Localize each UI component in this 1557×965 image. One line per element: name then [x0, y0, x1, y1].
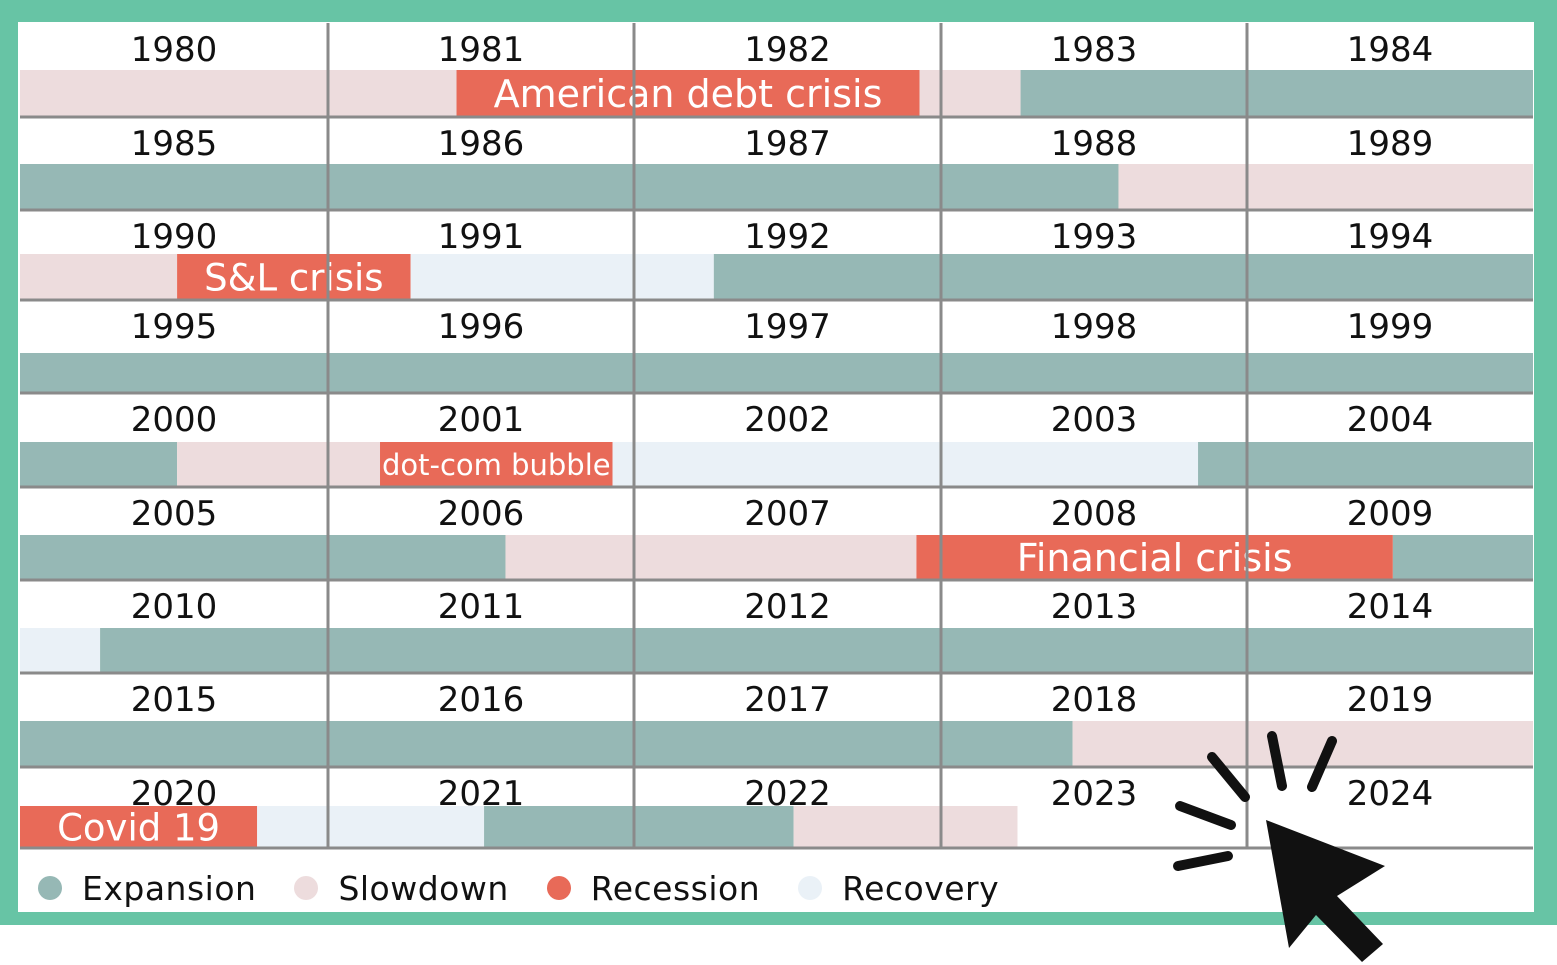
legend-label-recession: Recession	[590, 868, 761, 908]
year-label: 1999	[1347, 307, 1434, 347]
year-label: 2020	[131, 774, 218, 814]
year-label: 2006	[438, 494, 525, 534]
segment-expansion	[20, 442, 178, 487]
year-label: 2003	[1051, 400, 1138, 440]
legend-swatch-recession	[546, 876, 571, 900]
crisis-label: Covid 19	[57, 806, 220, 849]
segment-slowdown	[505, 535, 917, 580]
segment-expansion	[20, 721, 1073, 767]
segment-recession	[380, 442, 613, 487]
segment-slowdown	[1118, 164, 1533, 210]
crisis-label: S&L crisis	[204, 256, 383, 299]
legend-item-slowdown: Slowdown	[294, 869, 508, 908]
segment-expansion	[100, 628, 1534, 673]
segment-recession	[177, 254, 411, 300]
segment-recovery	[20, 628, 101, 673]
year-label: 1984	[1347, 30, 1434, 70]
legend-label-recovery: Recovery	[842, 868, 1000, 908]
crisis-label: dot-com bubble	[382, 448, 611, 482]
segment-slowdown	[1072, 721, 1533, 767]
year-label: 2019	[1347, 680, 1434, 720]
segment-slowdown	[919, 70, 1021, 117]
year-label: 1992	[744, 217, 831, 257]
year-label: 2024	[1347, 774, 1434, 814]
year-label: 1990	[131, 217, 218, 257]
segment-recovery	[410, 254, 714, 300]
year-label: 1980	[131, 30, 218, 70]
segment-recession	[916, 535, 1393, 580]
crisis-label: American debt crisis	[494, 72, 883, 116]
year-label: 2018	[1051, 680, 1138, 720]
year-label: 2009	[1347, 494, 1434, 534]
legend-label-slowdown: Slowdown	[338, 868, 509, 908]
year-label: 1996	[438, 307, 525, 347]
year-label: 2001	[438, 400, 525, 440]
year-label: 1994	[1347, 217, 1434, 257]
legend-item-expansion: Expansion	[38, 869, 256, 908]
legend-item-recession: Recession	[546, 868, 761, 908]
year-label: 2000	[131, 400, 218, 440]
year-label: 1995	[131, 307, 218, 347]
legend-swatch-recovery	[798, 876, 823, 900]
legend-swatch-expansion	[38, 876, 62, 900]
year-label: 2010	[131, 587, 218, 627]
segment-recovery	[257, 806, 485, 848]
segment-expansion	[20, 353, 1533, 393]
year-label: 2014	[1347, 587, 1434, 627]
year-label: 1981	[438, 30, 525, 70]
segment-expansion	[1020, 70, 1533, 117]
legend-swatch-slowdown	[294, 876, 319, 900]
legend-label-expansion: Expansion	[82, 868, 257, 908]
segment-slowdown	[20, 254, 178, 300]
segment-recession	[20, 806, 258, 848]
year-label: 2016	[438, 680, 525, 720]
year-label: 1986	[438, 124, 525, 164]
year-label: 1987	[744, 124, 831, 164]
segment-expansion	[713, 254, 1533, 300]
segment-expansion	[1198, 442, 1533, 487]
year-label: 2023	[1051, 774, 1138, 814]
year-label: 2008	[1051, 494, 1138, 534]
crisis-label: Financial crisis	[1017, 536, 1293, 580]
segment-slowdown	[20, 70, 457, 117]
year-label: 1991	[438, 217, 525, 257]
year-label: 2002	[744, 400, 831, 440]
segment-expansion	[20, 164, 1119, 210]
segment-slowdown	[177, 442, 381, 487]
year-label: 2015	[131, 680, 218, 720]
segment-slowdown	[793, 806, 1018, 848]
year-label: 1998	[1051, 307, 1138, 347]
year-label: 1988	[1051, 124, 1138, 164]
segment-recovery	[612, 442, 1199, 487]
legend-item-recovery: Recovery	[798, 869, 999, 908]
year-label: 2017	[744, 680, 831, 720]
year-label: 1989	[1347, 124, 1434, 164]
year-label: 2012	[744, 587, 831, 627]
year-label: 1997	[744, 307, 831, 347]
segment-expansion	[484, 806, 794, 848]
year-label: 2005	[131, 494, 218, 534]
year-label: 2011	[438, 587, 525, 627]
segment-expansion	[20, 535, 506, 580]
segment-recession	[456, 70, 920, 117]
year-label: 2013	[1051, 587, 1138, 627]
segment-expansion	[1392, 535, 1533, 580]
year-label: 1985	[131, 124, 218, 164]
legend: Expansion Slowdown Recession Recovery	[38, 866, 1037, 910]
year-label: 2021	[438, 774, 525, 814]
year-label: 2007	[744, 494, 831, 534]
year-label: 2004	[1347, 400, 1434, 440]
year-label: 1982	[744, 30, 831, 70]
year-label: 2022	[744, 774, 831, 814]
year-label: 1993	[1051, 217, 1138, 257]
year-label: 1983	[1051, 30, 1138, 70]
